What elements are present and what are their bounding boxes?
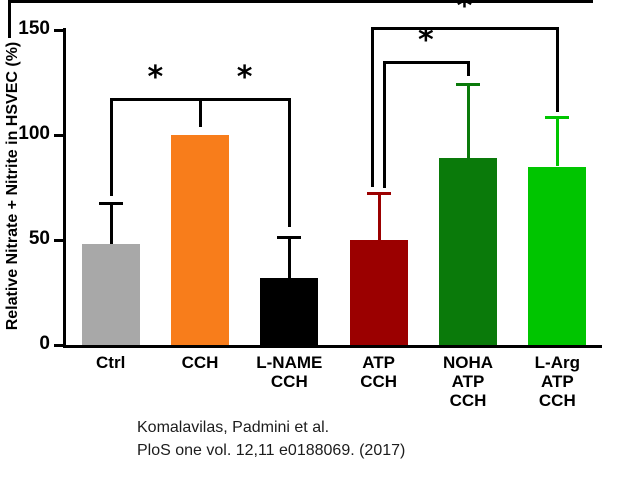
y-tick-label: 150	[18, 18, 50, 39]
y-axis-line	[63, 28, 66, 348]
frame-left-border	[8, 0, 11, 38]
y-tick-label: 50	[28, 228, 50, 249]
citation-line-1: Komalavilas, Padmini et al.	[137, 419, 330, 436]
x-tick-label-line: CCH	[449, 391, 487, 410]
error-bar-atp-cch	[377, 193, 381, 240]
error-bar-noha-atp-cch	[467, 84, 470, 159]
citation: Komalavilas, Padmini et al. PloS one vol…	[137, 416, 405, 462]
x-tick-label-l-arg-atp-cch: L-Arg ATP CCH	[513, 353, 602, 410]
y-tick-label: 0	[39, 333, 50, 354]
x-tick-label-line: CCH	[538, 391, 576, 410]
x-tick-label-line: NOHA	[442, 353, 494, 372]
x-tick-label-line: ATP	[451, 372, 485, 391]
error-bar-l-name-cch	[288, 237, 292, 278]
x-tick-label-line: L-NAME	[256, 353, 323, 372]
x-tick-label-line: CCH	[270, 372, 308, 391]
bar-l-arg-atp-cch	[528, 166, 587, 345]
sig-bracket-3-left-tick	[370, 27, 374, 188]
sig-star-2: *	[417, 22, 434, 58]
sig-bracket-3-right-tick	[556, 27, 560, 112]
sig-bracket-0-left-tick	[109, 99, 113, 196]
frame-top-border	[8, 0, 593, 3]
y-tick	[54, 134, 63, 137]
sig-bracket-2-bar	[382, 60, 470, 64]
error-bar-l-arg-atp-cch	[556, 118, 560, 167]
error-cap-atp-cch	[366, 191, 391, 195]
citation-line-2: PloS one vol. 12,11 e0188069. (2017)	[137, 442, 406, 459]
sig-bracket-1-bar	[199, 98, 292, 102]
y-tick	[54, 239, 63, 242]
x-tick-label-cch: CCH	[155, 353, 244, 372]
x-tick-label-line: ATP	[540, 372, 574, 391]
x-tick-label-line: ATP	[362, 353, 396, 372]
error-cap-noha-atp-cch	[456, 82, 480, 86]
error-cap-l-arg-atp-cch	[545, 116, 570, 120]
error-bar-ctrl	[109, 204, 113, 245]
x-tick-label-line: Ctrl	[96, 353, 126, 372]
x-tick-label-atp-cch: ATP CCH	[334, 353, 423, 391]
x-axis-line	[63, 345, 602, 348]
y-tick	[54, 29, 63, 32]
sig-star-3: *	[456, 0, 473, 24]
sig-bracket-1-left-tick	[199, 99, 202, 127]
bar-l-name-cch	[260, 277, 319, 345]
x-tick-label-l-name-cch: L-NAME CCH	[245, 353, 334, 391]
x-tick-label-line: L-Arg	[534, 353, 580, 372]
bar-noha-atp-cch	[439, 158, 497, 345]
y-tick	[54, 344, 63, 347]
sig-bracket-1-right-tick	[288, 99, 292, 228]
error-cap-ctrl	[98, 202, 123, 206]
bar-atp-cch	[349, 240, 408, 345]
sig-star-0: *	[147, 60, 164, 96]
y-tick-label: 100	[18, 123, 50, 144]
x-tick-label-line: CCH	[360, 372, 398, 391]
sig-bracket-3-bar	[370, 26, 560, 30]
sig-bracket-0-bar	[109, 98, 202, 102]
x-tick-label-noha-atp-cch: NOHA ATP CCH	[423, 353, 512, 410]
sig-bracket-2-right-tick	[467, 61, 470, 77]
x-tick-label-line: CCH	[181, 353, 219, 372]
sig-star-1: *	[236, 60, 253, 96]
bar-ctrl	[81, 244, 140, 345]
error-cap-l-name-cch	[277, 235, 302, 239]
x-tick-label-ctrl: Ctrl	[66, 353, 155, 372]
sig-bracket-2-left-tick	[382, 61, 386, 188]
bar-cch	[171, 135, 229, 345]
